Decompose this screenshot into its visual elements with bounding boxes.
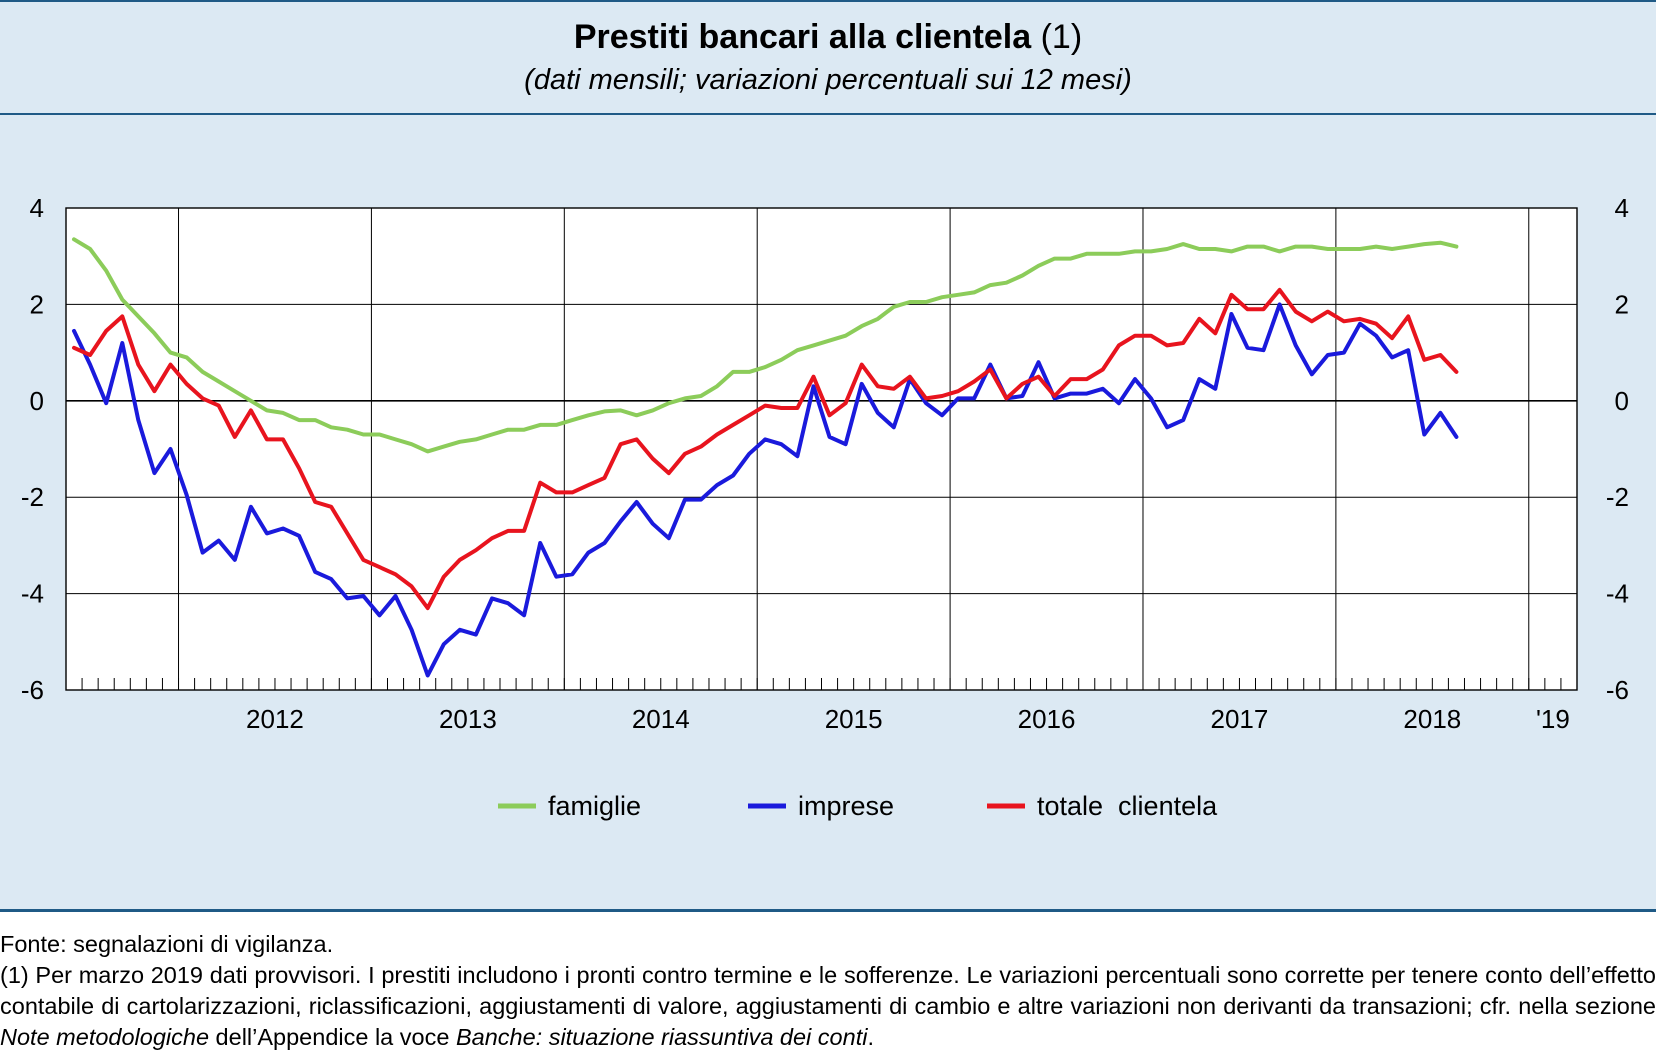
totale-clientela-line xyxy=(72,287,1459,611)
y-tick-label-left: 0 xyxy=(30,386,44,416)
y-tick-label-right: -2 xyxy=(1606,482,1629,512)
footnote-text-a: (1) Per marzo 2019 dati provvisori. I pr… xyxy=(0,962,1656,1019)
chart-title-text: Prestiti bancari alla clientela xyxy=(573,18,1032,56)
y-tick-label-left: 2 xyxy=(30,289,44,319)
x-year-label: 2012 xyxy=(246,704,304,734)
x-year-label: 2014 xyxy=(632,704,690,734)
x-year-label: 2013 xyxy=(439,704,497,734)
footnotes: Fonte: segnalazioni di vigilanza. (1) Pe… xyxy=(0,929,1656,1053)
source-note: Fonte: segnalazioni di vigilanza. xyxy=(0,931,334,957)
header-divider xyxy=(0,113,1656,115)
footnote-text-e: . xyxy=(867,1024,874,1050)
x-year-label: 2015 xyxy=(825,704,883,734)
footnote-1: (1) Per marzo 2019 dati provvisori. I pr… xyxy=(0,960,1656,1053)
bottom-rule xyxy=(0,909,1656,912)
famiglie-line xyxy=(72,237,1459,454)
legend-totale-clientela: totale clientela xyxy=(987,791,1218,821)
imprese-line xyxy=(72,302,1459,678)
legend-imprese: imprese xyxy=(748,791,894,821)
legend-label: famiglie xyxy=(548,791,641,821)
x-year-label: 2017 xyxy=(1211,704,1269,734)
y-tick-label-left: -4 xyxy=(21,579,44,609)
footnote-text-d: Banche: situazione riassuntiva dei conti xyxy=(455,1024,868,1050)
footnote-text-c: dell’Appendice la voce xyxy=(209,1024,456,1050)
line-chart: 4 4 2 2 0 0 -2 -2 -4 -4 -6 -6 2012 2013 2014 2015 2016 20… xyxy=(21,193,1629,821)
y-tick-label-left: 4 xyxy=(30,193,44,223)
legend-label: imprese xyxy=(798,791,894,821)
chart-subtitle: (dati mensili; variazioni percentuali su… xyxy=(524,64,1132,96)
x-year-label: 2018 xyxy=(1403,704,1461,734)
y-tick-label-left: -2 xyxy=(21,482,44,512)
y-tick-label-right: 4 xyxy=(1615,193,1629,223)
x-year-label: 2016 xyxy=(1018,704,1076,734)
chart-title: Prestiti bancari alla clientela (1) xyxy=(0,18,1656,57)
plot-area xyxy=(66,208,1577,690)
y-tick-label-left: -6 xyxy=(21,675,44,705)
top-rule xyxy=(0,0,1656,2)
x-year-label: '19 xyxy=(1536,704,1570,734)
y-tick-label-right: 2 xyxy=(1615,289,1629,319)
legend-label: totale clientela xyxy=(1037,791,1218,821)
legend-famiglie: famiglie xyxy=(498,791,641,821)
y-tick-label-right: 0 xyxy=(1615,386,1629,416)
y-tick-label-right: -4 xyxy=(1606,579,1629,609)
footnote-text-b: Note metodologiche xyxy=(0,1024,210,1050)
y-tick-label-right: -6 xyxy=(1606,675,1629,705)
chart-title-note: (1) xyxy=(1040,18,1083,56)
